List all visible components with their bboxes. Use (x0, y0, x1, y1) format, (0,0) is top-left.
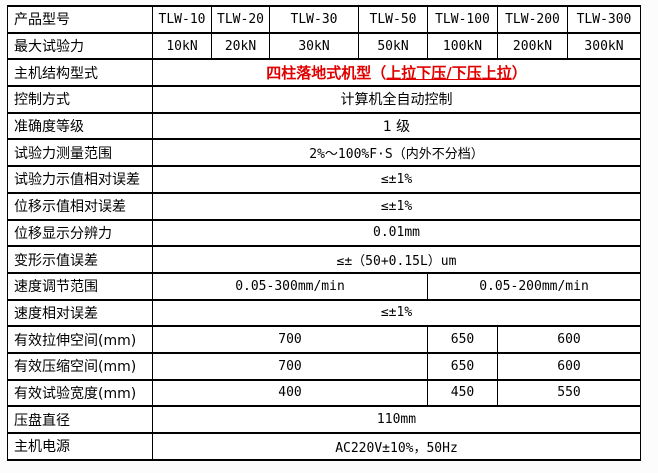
spec-value: 650 (427, 325, 498, 354)
model-header-cell: TLW-30 (269, 5, 359, 34)
spec-value: 110mm (152, 405, 641, 434)
frame-type-suffix: ） (511, 64, 527, 83)
spec-value-highlight: 四柱落地式机型（上拉下压/下压上拉） (152, 58, 641, 88)
spec-label: 试验力测量范围 (7, 138, 153, 168)
spec-row-test-width: 有效试验宽度(mm) 400 450 550 (7, 378, 641, 408)
model-header-cell: TLW-50 (358, 5, 428, 34)
spec-value: 2%～100%F·S（内外不分档） (152, 138, 641, 168)
spec-value: 600 (497, 351, 641, 381)
spec-label: 主机结构型式 (7, 58, 153, 88)
model-header-cell: TLW-300 (567, 5, 641, 34)
spec-label: 位移显示分辨力 (7, 218, 153, 248)
spec-row-platen-diameter: 压盘直径 110mm (7, 405, 641, 434)
spec-row-speed-range: 速度调节范围 0.05-300mm/min 0.05-200mm/min (7, 271, 641, 301)
spec-row-power-supply: 主机电源 AC220V±10%，50Hz (7, 432, 641, 461)
model-header-cell: TLW-20 (211, 5, 270, 34)
spec-label: 压盘直径 (7, 405, 153, 434)
spec-row-product-model: 产品型号 TLW-10 TLW-20 TLW-30 TLW-50 TLW-100… (7, 5, 641, 34)
spec-value: 450 (427, 378, 498, 408)
spec-value: 0.05-300mm/min (152, 271, 428, 301)
spec-value: 600 (497, 325, 641, 354)
spec-row-force-range: 试验力测量范围 2%～100%F·S（内外不分档） (7, 138, 641, 168)
spec-value: ≤±1% (152, 165, 641, 194)
spec-label: 控制方式 (7, 85, 153, 114)
spec-label: 产品型号 (7, 5, 153, 34)
spec-label: 有效压缩空间(mm) (7, 351, 153, 381)
model-header-cell: TLW-100 (427, 5, 498, 34)
spec-row-displacement-resolution: 位移显示分辨力 0.01mm (7, 218, 641, 248)
spec-value: 30kN (269, 31, 359, 61)
spec-value: ≤±（50+0.15L）um (152, 245, 641, 274)
frame-type-prefix: 四柱落地式机型（ (266, 64, 387, 83)
frame-type-underlined: 上拉下压/下压上拉 (386, 64, 512, 83)
spec-value: 700 (152, 325, 428, 354)
spec-label: 有效拉伸空间(mm) (7, 325, 153, 354)
spec-value: 1 级 (152, 111, 641, 141)
spec-row-tension-space: 有效拉伸空间(mm) 700 650 600 (7, 325, 641, 354)
spec-row-compression-space: 有效压缩空间(mm) 700 650 600 (7, 351, 641, 381)
spec-row-accuracy-class: 准确度等级 1 级 (7, 111, 641, 141)
spec-value: 100kN (427, 31, 498, 61)
spec-label: 试验力示值相对误差 (7, 165, 153, 194)
spec-value: 50kN (358, 31, 428, 61)
spec-row-displacement-error: 位移示值相对误差 ≤±1% (7, 191, 641, 221)
spec-label: 主机电源 (7, 432, 153, 461)
spec-label: 位移示值相对误差 (7, 191, 153, 221)
spec-value: 400 (152, 378, 428, 408)
spec-value: 20kN (211, 31, 270, 61)
spec-row-speed-error: 速度相对误差 ≤±1% (7, 298, 641, 328)
spec-label: 准确度等级 (7, 111, 153, 141)
spec-label: 速度调节范围 (7, 271, 153, 301)
spec-value: 300kN (567, 31, 641, 61)
spec-value: ≤±1% (152, 191, 641, 221)
spec-value: 650 (427, 351, 498, 381)
spec-row-force-error: 试验力示值相对误差 ≤±1% (7, 165, 641, 194)
spec-value: 10kN (152, 31, 212, 61)
spec-value: AC220V±10%，50Hz (152, 432, 641, 461)
spec-label: 有效试验宽度(mm) (7, 378, 153, 408)
spec-label: 最大试验力 (7, 31, 153, 61)
spec-value: 550 (497, 378, 641, 408)
spec-value: 0.01mm (152, 218, 641, 248)
spec-value: 0.05-200mm/min (427, 271, 641, 301)
spec-row-deformation-error: 变形示值误差 ≤±（50+0.15L）um (7, 245, 641, 274)
model-header-cell: TLW-10 (152, 5, 212, 34)
spec-value: 200kN (497, 31, 568, 61)
spec-row-control-mode: 控制方式 计算机全自动控制 (7, 85, 641, 114)
spec-row-frame-type: 主机结构型式 四柱落地式机型（上拉下压/下压上拉） (7, 58, 641, 88)
spec-value: 计算机全自动控制 (152, 85, 641, 114)
spec-value: ≤±1% (152, 298, 641, 328)
spec-label: 速度相对误差 (7, 298, 153, 328)
spec-label: 变形示值误差 (7, 245, 153, 274)
spec-table: 产品型号 TLW-10 TLW-20 TLW-30 TLW-50 TLW-100… (7, 5, 641, 461)
spec-value: 700 (152, 351, 428, 381)
model-header-cell: TLW-200 (497, 5, 568, 34)
spec-row-max-force: 最大试验力 10kN 20kN 30kN 50kN 100kN 200kN 30… (7, 31, 641, 61)
